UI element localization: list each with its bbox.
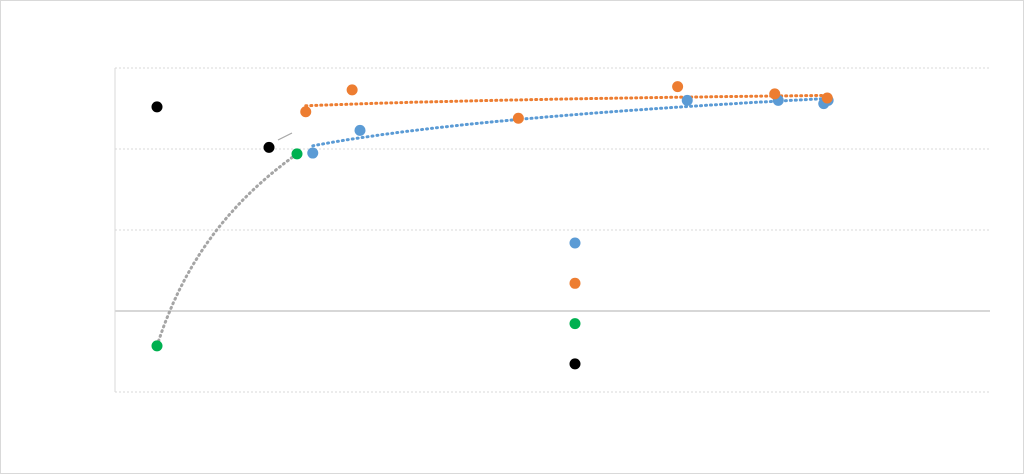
legend-marker [569,237,581,249]
point [769,88,781,100]
point [354,124,366,136]
point [681,94,693,106]
point [151,340,163,352]
legend-marker [569,318,581,330]
legend-marker [569,358,581,370]
trendline [311,96,830,148]
leader-line [277,132,293,141]
point [307,147,319,159]
point [672,81,684,93]
point [291,148,303,160]
point [512,112,524,124]
point [263,141,275,153]
trendline [304,93,829,108]
point [821,92,833,104]
point [300,106,312,118]
point [346,84,358,96]
trendline [155,152,299,348]
legend-marker [569,277,581,289]
point [151,101,163,113]
